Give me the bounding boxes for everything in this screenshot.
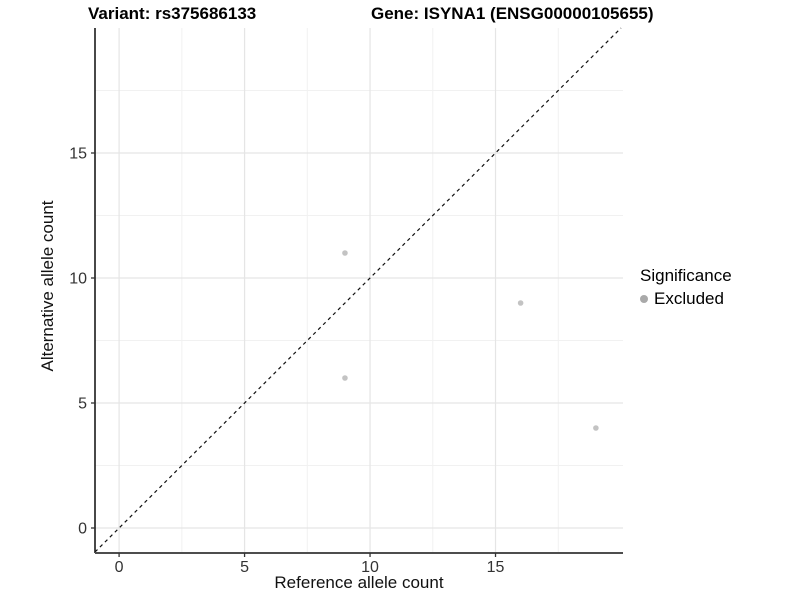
- y-tick-label: 10: [69, 271, 87, 288]
- data-point: [342, 375, 348, 381]
- data-point: [342, 250, 348, 256]
- plot-title-variant: Variant: rs375686133: [88, 4, 257, 23]
- x-tick-label: 0: [115, 559, 124, 576]
- data-point: [593, 425, 599, 431]
- legend-item-label: Excluded: [654, 289, 724, 308]
- legend-marker-circle: [640, 295, 648, 303]
- x-tick-label: 15: [487, 559, 505, 576]
- y-axis-title: Alternative allele count: [38, 200, 57, 372]
- legend-title: Significance: [640, 266, 732, 285]
- x-tick-label: 5: [240, 559, 249, 576]
- x-tick-label: 10: [361, 559, 379, 576]
- data-point: [517, 300, 524, 306]
- plot-title-gene: Gene: ISYNA1 (ENSG00000105655): [371, 4, 654, 23]
- legend: Significance Excluded: [640, 266, 732, 309]
- y-tick-label: 15: [69, 146, 87, 163]
- legend-item: Excluded: [640, 289, 732, 309]
- y-tick-label: 5: [78, 396, 87, 413]
- identity-reference-line: [94, 27, 622, 553]
- x-axis-title: Reference allele count: [274, 573, 444, 592]
- legend-items: Excluded: [640, 289, 732, 309]
- y-tick-label: 0: [78, 521, 87, 538]
